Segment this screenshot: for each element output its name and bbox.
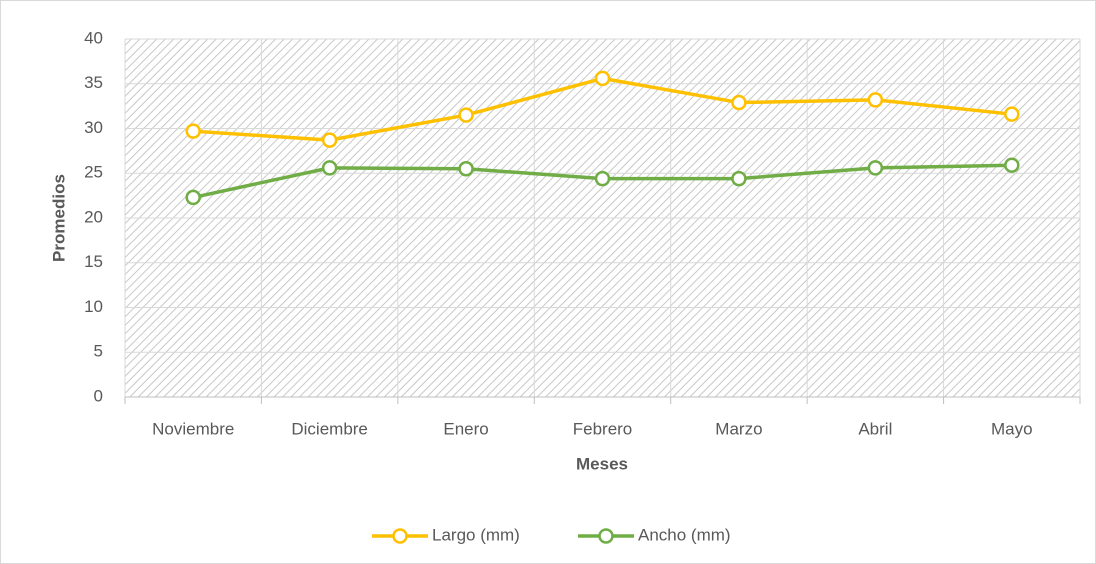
marker: [185, 123, 201, 139]
y-tick-label: 5: [94, 342, 103, 361]
marker: [321, 160, 338, 176]
marker: [458, 107, 474, 123]
x-tick-label: Marzo: [715, 419, 762, 438]
marker: [731, 170, 747, 187]
marker: [594, 70, 611, 87]
marker: [1004, 106, 1020, 122]
marker: [321, 132, 338, 148]
legend-label: Ancho (mm): [638, 525, 731, 544]
y-tick-label: 25: [84, 163, 103, 182]
legend-marker: [392, 528, 408, 544]
x-tick-label: Enero: [443, 419, 488, 438]
marker: [867, 92, 884, 108]
marker: [458, 161, 474, 177]
x-tick-label: Abril: [858, 419, 892, 438]
x-tick-label: Mayo: [991, 419, 1033, 438]
y-tick-label: 15: [84, 252, 103, 271]
y-tick-label: 20: [84, 207, 103, 226]
marker: [594, 170, 611, 187]
y-tick-label: 0: [94, 386, 103, 405]
marker: [185, 189, 201, 206]
marker: [1004, 157, 1020, 173]
y-axis-title: Promedios: [49, 174, 68, 262]
y-tick-label: 30: [84, 118, 103, 137]
y-tick-label: 35: [84, 73, 103, 92]
y-tick-label: 40: [84, 28, 103, 47]
marker: [867, 160, 884, 176]
x-tick-label: Febrero: [573, 419, 633, 438]
x-tick-label: Noviembre: [152, 419, 234, 438]
legend-label: Largo (mm): [432, 525, 520, 544]
x-tick-label: Diciembre: [291, 419, 368, 438]
x-axis-title: Meses: [576, 454, 628, 473]
y-tick-label: 10: [84, 297, 103, 316]
legend-marker: [598, 528, 614, 544]
marker: [731, 94, 747, 111]
